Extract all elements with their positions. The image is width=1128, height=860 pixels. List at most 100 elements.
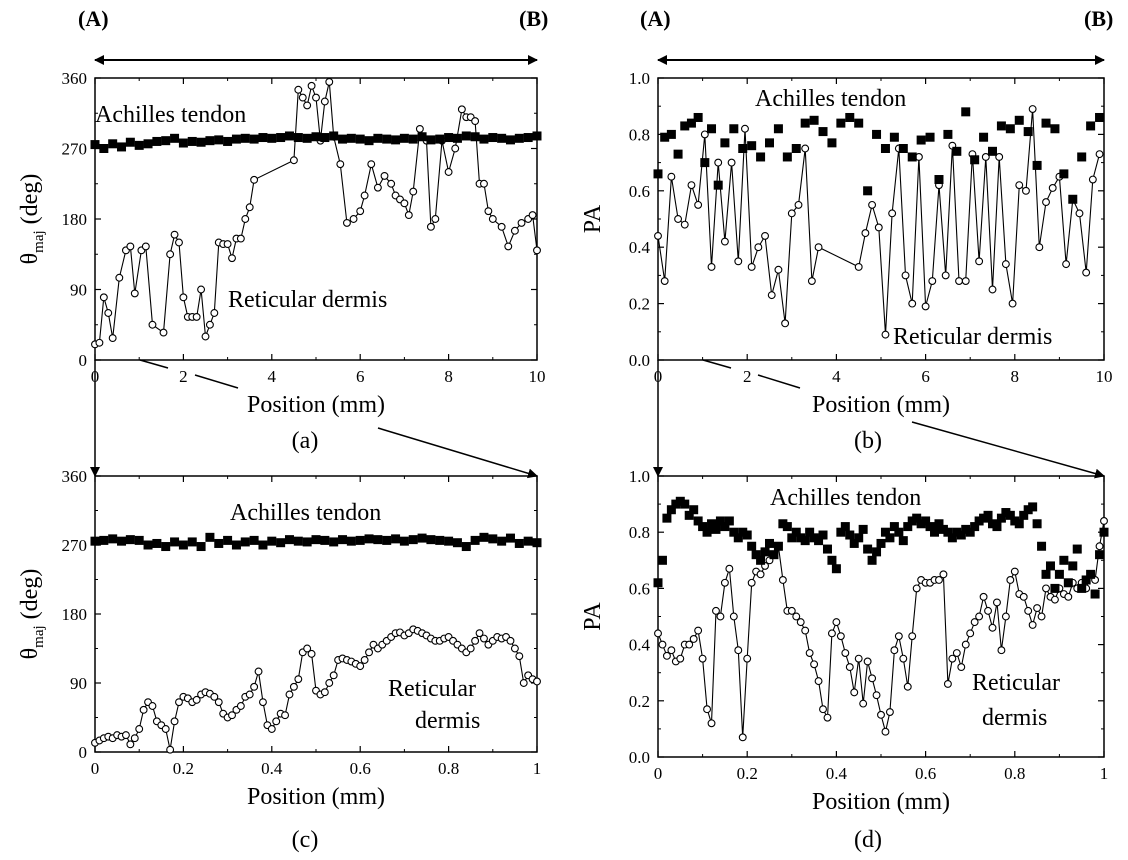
data-point-circle xyxy=(356,207,365,216)
x-tick-label: 0 xyxy=(654,764,663,783)
data-point-square xyxy=(947,533,957,543)
data-point-square xyxy=(1072,544,1082,554)
data-point-square xyxy=(818,127,828,137)
data-point-square xyxy=(1077,583,1087,593)
data-point-circle xyxy=(373,183,382,192)
data-point-circle xyxy=(451,144,460,153)
data-point-circle xyxy=(1062,260,1071,269)
data-point-circle xyxy=(854,262,863,271)
data-point-circle xyxy=(130,734,139,743)
data-point-circle xyxy=(689,635,698,643)
data-point-circle xyxy=(928,277,937,285)
data-point-square xyxy=(161,136,171,146)
data-point-circle xyxy=(943,679,952,688)
label-a-left: (A) xyxy=(78,6,109,31)
data-point-square xyxy=(1032,519,1042,529)
data-point-square xyxy=(742,530,752,540)
data-point-square xyxy=(970,522,980,532)
data-point-circle xyxy=(667,172,676,181)
data-point-circle xyxy=(179,293,188,302)
data-point-square xyxy=(373,535,383,545)
data-point-circle xyxy=(294,675,303,684)
y-axis-title: θmaj (deg) xyxy=(17,569,47,660)
data-point-circle xyxy=(908,299,917,308)
data-point-square xyxy=(822,544,832,554)
y-tick-label: 0 xyxy=(79,351,88,370)
data-point-square xyxy=(391,135,401,145)
panel-label: (c) xyxy=(292,827,319,853)
data-point-circle xyxy=(1095,150,1104,159)
data-point-square xyxy=(858,524,868,534)
label-b-left: (B) xyxy=(519,6,548,31)
data-point-square xyxy=(382,134,392,144)
data-point-circle xyxy=(104,309,113,317)
data-point-square xyxy=(805,527,815,537)
data-point-circle xyxy=(139,705,148,714)
data-point-circle xyxy=(984,606,992,615)
data-point-square xyxy=(800,536,810,546)
data-point-square xyxy=(382,535,392,545)
data-point-circle xyxy=(836,632,845,641)
data-point-circle xyxy=(747,578,756,587)
data-point-circle xyxy=(658,640,667,649)
y-tick-label: 0 xyxy=(79,743,88,762)
y-tick-label: 0.4 xyxy=(629,238,651,257)
data-point-square xyxy=(240,133,250,143)
data-point-square xyxy=(1045,561,1055,571)
panel-label: (d) xyxy=(854,827,882,853)
data-point-square xyxy=(970,155,980,165)
series-label: Achilles tendon xyxy=(95,102,246,128)
data-point-circle xyxy=(519,679,528,687)
data-point-circle xyxy=(259,698,267,707)
zoom-right-line-b-seg3 xyxy=(911,421,1105,479)
data-point-square xyxy=(898,536,908,546)
data-point-square xyxy=(514,538,524,548)
data-point-circle xyxy=(957,663,966,672)
data-point-square xyxy=(747,141,757,151)
data-point-square xyxy=(702,527,712,537)
x-tick-label: 2 xyxy=(743,367,752,386)
data-point-circle xyxy=(787,606,796,615)
data-point-circle xyxy=(676,654,685,663)
data-point-square xyxy=(161,542,171,552)
data-point-square xyxy=(996,513,1006,523)
data-point-circle xyxy=(979,592,988,601)
data-point-circle xyxy=(988,285,997,294)
data-point-circle xyxy=(841,649,850,657)
series-label-line2: dermis xyxy=(415,708,480,734)
data-point-circle xyxy=(680,220,689,229)
data-point-square xyxy=(505,533,515,543)
data-point-square xyxy=(787,533,797,543)
data-point-circle xyxy=(236,234,245,243)
data-point-square xyxy=(276,133,286,143)
x-tick-label: 0 xyxy=(654,367,663,386)
data-point-square xyxy=(889,132,899,142)
data-point-circle xyxy=(674,215,683,223)
data-point-square xyxy=(1054,569,1064,579)
data-point-circle xyxy=(801,626,810,635)
data-point-circle xyxy=(497,222,506,231)
data-point-square xyxy=(666,505,676,515)
data-point-circle xyxy=(533,677,541,686)
data-point-circle xyxy=(981,153,990,161)
data-point-square xyxy=(267,536,277,546)
data-point-circle xyxy=(159,328,168,337)
data-point-square xyxy=(756,152,766,162)
data-point-circle xyxy=(1095,542,1104,551)
data-point-square xyxy=(711,524,721,534)
data-point-square xyxy=(338,134,348,144)
zoom-right-line-b-seg1 xyxy=(702,359,732,369)
data-point-square xyxy=(311,535,321,545)
data-point-square xyxy=(408,134,418,144)
data-point-square xyxy=(108,139,118,149)
data-point-square xyxy=(302,133,312,143)
data-point-circle xyxy=(281,711,290,720)
data-point-circle xyxy=(921,302,930,311)
data-point-square xyxy=(673,149,683,159)
y-tick-label: 0.0 xyxy=(629,351,650,370)
data-point-circle xyxy=(360,656,369,664)
data-point-circle xyxy=(703,705,712,714)
data-point-square xyxy=(943,129,953,139)
data-point-square xyxy=(733,533,743,543)
data-point-square xyxy=(680,121,690,131)
